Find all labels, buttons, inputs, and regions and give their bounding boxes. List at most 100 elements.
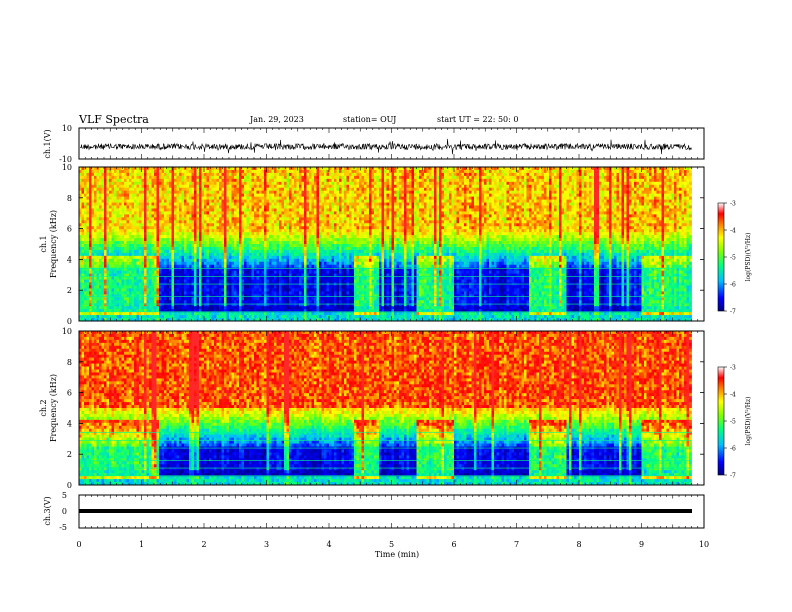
spectrogram-cell xyxy=(314,235,317,239)
spectrogram-cell xyxy=(179,264,182,269)
spectrogram-cell xyxy=(89,312,92,316)
spectrogram-cell xyxy=(296,226,300,230)
spectrogram-cell xyxy=(304,172,307,177)
spectrogram-cell xyxy=(291,318,295,322)
spectrogram-cell xyxy=(224,238,227,242)
spectrogram-cell xyxy=(171,288,175,292)
spectrogram-cell xyxy=(256,175,260,180)
spectrogram-cell xyxy=(256,291,260,295)
spectrogram-cell xyxy=(164,211,167,215)
spectrogram-cell xyxy=(166,172,170,177)
spectrogram-cell xyxy=(99,261,102,266)
spectrogram-cell xyxy=(291,303,295,307)
spectrogram-cell xyxy=(116,297,120,301)
spectrogram-cell xyxy=(184,199,187,203)
spectrogram-cell xyxy=(119,202,122,206)
spectrogram-cell xyxy=(119,241,122,245)
spectrogram-cell xyxy=(259,193,262,198)
spectrogram-cell xyxy=(119,199,122,203)
spectrogram-cell xyxy=(231,208,235,212)
spectrogram-cell xyxy=(309,223,312,227)
spectrogram-cell xyxy=(186,223,190,227)
spectrogram-cell xyxy=(244,181,247,186)
spectrogram-cell xyxy=(301,312,305,316)
spectrogram-cell xyxy=(146,291,150,295)
spectrogram-cell xyxy=(149,196,152,200)
spectrogram-cell xyxy=(219,229,222,233)
spectrogram-cell xyxy=(79,211,82,215)
spectrogram-cell xyxy=(109,223,112,227)
spectrogram-cell xyxy=(204,235,207,239)
spectrogram-cell xyxy=(239,270,242,275)
start-time-label: start UT = 22: 50: 0 xyxy=(437,115,518,124)
spectrogram-cell xyxy=(251,306,255,310)
spectrogram-cell xyxy=(181,175,185,180)
spectrogram-cell xyxy=(306,297,310,301)
spectrogram-cell xyxy=(79,306,82,310)
spectrogram-cell xyxy=(279,199,282,203)
spectrogram-cell xyxy=(171,193,175,198)
spectrogram-cell xyxy=(254,211,257,215)
spectrogram-cell xyxy=(214,220,217,224)
spectrogram-cell xyxy=(296,214,300,218)
spectrogram-cell xyxy=(99,241,102,245)
spectrogram-cell xyxy=(216,217,220,221)
spectrogram-cell xyxy=(156,273,160,277)
spectrogram-cell xyxy=(236,241,240,245)
spectrogram-cell xyxy=(196,244,200,248)
spectrogram-cell xyxy=(181,220,185,224)
spectrogram-cell xyxy=(256,184,260,189)
spectrogram-cell xyxy=(311,199,315,203)
spectrogram-cell xyxy=(96,303,100,307)
spectrogram-cell xyxy=(299,199,302,203)
spectrogram-cell xyxy=(244,202,247,206)
spectrogram-cell xyxy=(174,223,177,227)
spectrogram-cell xyxy=(224,255,227,260)
spectrogram-cell xyxy=(236,267,240,272)
spectrogram-cell xyxy=(186,244,190,248)
spectrogram-cell xyxy=(294,226,297,230)
spectrogram-cell xyxy=(296,241,300,245)
spectrogram-cell xyxy=(274,196,277,200)
spectrogram-cell xyxy=(179,226,182,230)
spectrogram-cell xyxy=(284,235,287,239)
spectrogram-cell xyxy=(121,184,125,189)
spectrogram-cell xyxy=(86,264,90,269)
spectrogram-cell xyxy=(286,279,290,283)
spectrogram-cell xyxy=(299,261,302,266)
spectrogram-cell xyxy=(201,267,205,272)
spectrogram-cell xyxy=(79,303,82,307)
spectrogram-cell xyxy=(146,276,150,280)
spectrogram-cell xyxy=(299,273,302,277)
spectrogram-cell xyxy=(161,184,165,189)
spectrogram-cell xyxy=(89,184,92,189)
spectrogram-cell xyxy=(199,178,202,183)
spectrogram-cell xyxy=(149,246,152,251)
spectrogram-cell xyxy=(296,244,300,248)
spectrogram-cell xyxy=(79,202,82,206)
spectrogram-cell xyxy=(254,184,257,189)
spectrogram-cell xyxy=(256,246,260,251)
spectrogram-cell xyxy=(111,303,115,307)
spectrogram-cell xyxy=(314,315,317,319)
spectrogram-cell xyxy=(96,297,100,301)
spectrogram-cell xyxy=(139,217,142,221)
spectrogram-cell xyxy=(266,169,270,174)
spectrogram-cell xyxy=(149,175,152,180)
spectrogram-cell xyxy=(244,232,247,236)
spectrogram-cell xyxy=(264,270,267,275)
spectrogram-cell xyxy=(109,199,112,203)
spectrogram-cell xyxy=(244,252,247,257)
spectrogram-cell xyxy=(266,187,270,192)
spectrogram-cell xyxy=(204,181,207,186)
spectrogram-cell xyxy=(111,172,115,177)
spectrogram-cell xyxy=(196,220,200,224)
spectrogram-cell xyxy=(126,244,130,248)
spectrogram-cell xyxy=(216,249,220,254)
spectrogram-cell xyxy=(244,190,247,195)
spectrogram-cell xyxy=(246,196,250,200)
spectrogram-cell xyxy=(236,229,240,233)
spectrogram-cell xyxy=(109,190,112,195)
spectrogram-cell xyxy=(204,285,207,289)
spectrogram-cell xyxy=(246,279,250,283)
